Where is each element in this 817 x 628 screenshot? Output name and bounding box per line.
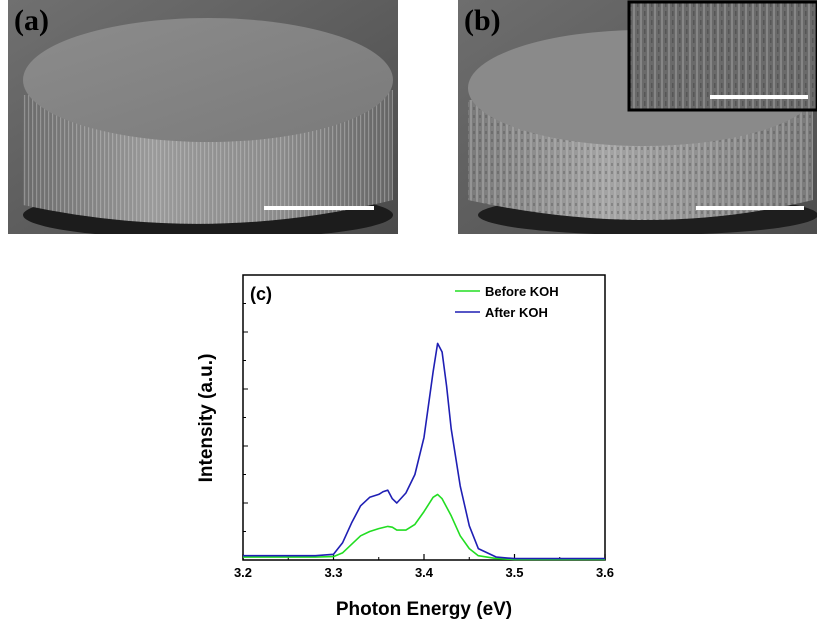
chart-svg: 3.2 3.3 3.4 3.5 3.6 (c) Before KOH After KOH…	[196, 274, 614, 620]
chart-panel-label: (c)	[250, 284, 272, 304]
legend-label-before-koh: Before KOH	[485, 284, 559, 299]
pillar-b-illustration	[458, 0, 817, 234]
scale-bar-b	[696, 206, 804, 210]
panel-a-label: (a)	[14, 4, 49, 37]
x-tick-label-4: 3.6	[596, 565, 614, 580]
sem-image-b: (b)	[458, 0, 817, 234]
y-axis-title: Intensity (a.u.)	[196, 354, 217, 483]
chart-legend: Before KOH After KOH	[455, 284, 559, 320]
legend-label-after-koh: After KOH	[485, 305, 548, 320]
panel-b-label: (b)	[464, 4, 501, 37]
x-tick-label-3: 3.5	[505, 565, 523, 580]
plot-frame	[242, 274, 606, 561]
x-axis-title: Photon Energy (eV)	[336, 599, 512, 620]
series-line-after-koh	[243, 342, 605, 560]
sem-image-a: (a)	[8, 0, 398, 234]
pl-spectrum-chart: 3.2 3.3 3.4 3.5 3.6 (c) Before KOH After KOH…	[190, 250, 817, 628]
scale-bar-a	[264, 206, 374, 210]
x-tick-label-1: 3.3	[324, 565, 342, 580]
axis-ticks: 3.2 3.3 3.4 3.5 3.6	[234, 303, 614, 580]
pillar-a-illustration	[8, 0, 398, 234]
inset-image	[627, 0, 817, 112]
series-layer	[243, 342, 605, 561]
series-line-before-koh	[243, 493, 605, 561]
x-tick-label-0: 3.2	[234, 565, 252, 580]
inset-scale-bar	[710, 95, 808, 99]
x-tick-label-2: 3.4	[415, 565, 434, 580]
